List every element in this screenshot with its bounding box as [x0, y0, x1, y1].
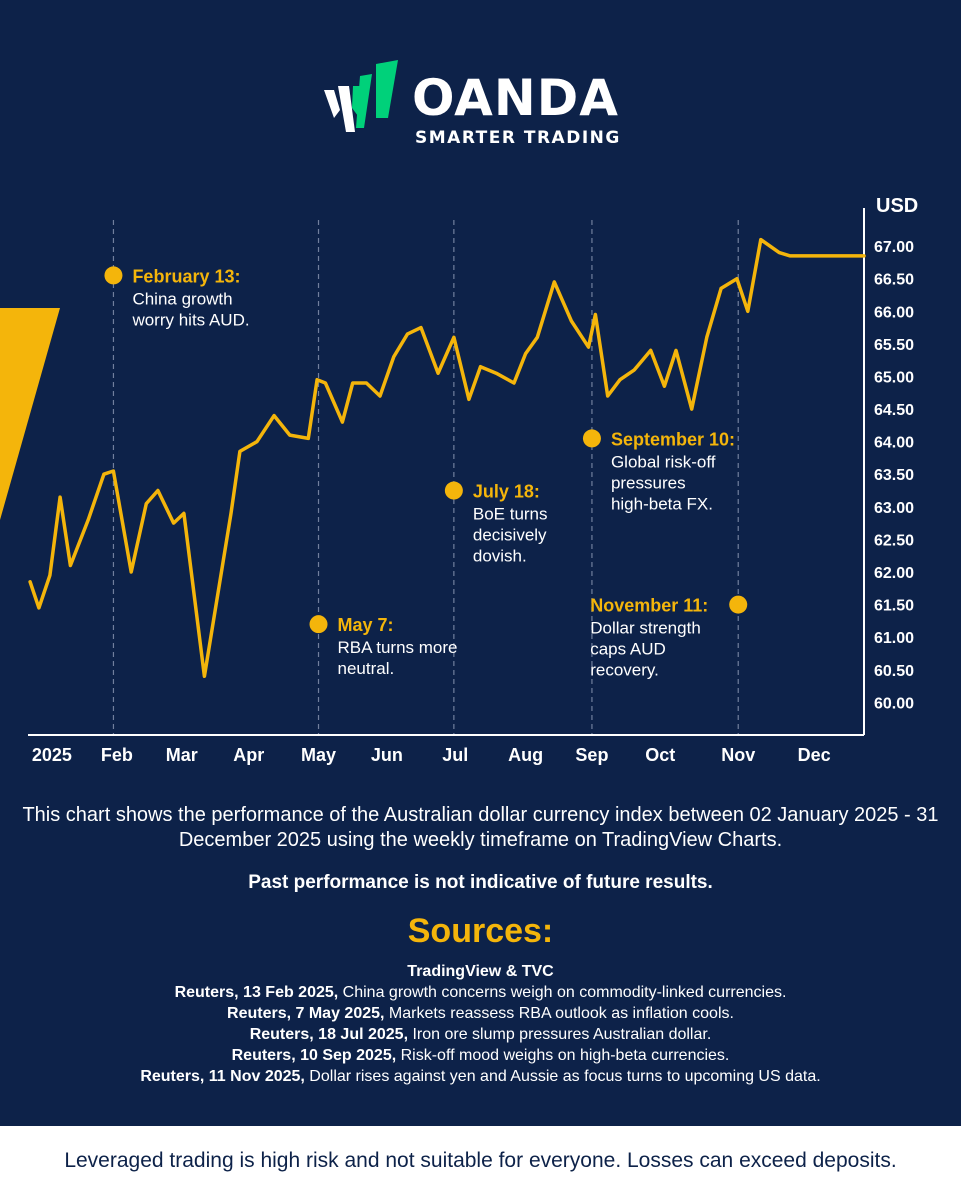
y-tick-label: 64.50: [874, 402, 914, 419]
annotation-date-label: September 10:: [611, 429, 735, 449]
chart-description: This chart shows the performance of the …: [22, 804, 939, 851]
annotation-text: pressures: [611, 473, 686, 492]
y-tick-label: 60.50: [874, 663, 914, 680]
source-text: Markets reassess RBA outlook as inflatio…: [384, 1005, 734, 1022]
source-item: Reuters, 13 Feb 2025, China growth conce…: [20, 982, 941, 1003]
y-axis-ticks: 60.00 60.50 61.00 61.50 62.00 62.50 63.00 63.50…: [874, 239, 914, 712]
y-tick-label: 63.00: [874, 500, 914, 517]
sources-title: Sources:: [407, 912, 554, 950]
source-item: Reuters, 18 Jul 2025, Iron ore slump pre…: [20, 1024, 941, 1045]
annotation-marker: [729, 595, 748, 614]
y-tick-label: 64.00: [874, 435, 914, 452]
oanda-wordmark: OANDA: [412, 69, 619, 127]
annotation-guides: [112, 220, 739, 735]
annotation-text: China growth: [132, 289, 232, 308]
chart-annotations: February 13: China growth worry hits AUD. M…: [104, 266, 748, 680]
oanda-logo: OANDA SMARTER TRADING: [320, 58, 640, 153]
y-tick-label: 61.00: [874, 630, 914, 647]
aud-index-line-chart: USD 60.0060.5061.0061.5062.0062.5063.006…: [0, 195, 918, 765]
x-tick-label: Dec: [798, 745, 831, 765]
source-ref: Reuters, 10 Sep 2025,: [231, 1047, 397, 1064]
annotation-marker: [582, 429, 601, 448]
x-tick-label: May: [301, 745, 336, 765]
y-tick-label: 62.50: [874, 532, 914, 549]
x-tick-label: Jul: [442, 745, 468, 765]
x-tick-label: Feb: [101, 745, 133, 765]
annotation-text: worry hits AUD.: [131, 310, 249, 329]
y-tick-label: 65.50: [874, 337, 914, 354]
annotation-text: dovish.: [473, 547, 527, 566]
source-item: Reuters, 7 May 2025, Markets reassess RB…: [20, 1003, 941, 1024]
x-tick-label: Nov: [721, 745, 755, 765]
y-axis-label: USD: [876, 195, 918, 217]
chart-series: [28, 237, 866, 679]
annotation-text: Dollar strength: [590, 619, 701, 638]
yellow-wedge-shape: [0, 308, 60, 520]
source-text: China growth concerns weigh on commodity…: [338, 984, 787, 1001]
annotation-marker: [309, 615, 328, 634]
source-item: Reuters, 11 Nov 2025, Dollar rises again…: [20, 1066, 941, 1087]
x-tick-label: Sep: [575, 745, 608, 765]
oanda-tagline: SMARTER TRADING: [415, 128, 621, 148]
source-ref: Reuters, 13 Feb 2025,: [174, 984, 339, 1001]
annotation-date-label: February 13:: [132, 266, 240, 286]
x-tick-label: Apr: [233, 745, 264, 765]
annotation-text: Global risk-off: [611, 452, 716, 471]
x-tick-label: Jun: [371, 745, 403, 765]
y-tick-label: 62.00: [874, 565, 914, 582]
source-ref: Reuters, 11 Nov 2025,: [140, 1068, 305, 1085]
annotation-marker: [444, 481, 463, 500]
y-tick-label: 61.50: [874, 598, 914, 615]
annotation-text: RBA turns more: [338, 638, 458, 657]
performance-warning: Past performance is not indicative of fu…: [248, 872, 713, 893]
yellow-accent-shape: [0, 308, 60, 520]
annotation-text: neutral.: [338, 659, 395, 678]
source-ref: Reuters, 7 May 2025,: [227, 1005, 385, 1022]
annotation-date-label: May 7:: [338, 615, 394, 635]
y-tick-label: 66.50: [874, 272, 914, 289]
annotation-text: high-beta FX.: [611, 494, 713, 513]
y-tick-label: 67.00: [874, 239, 914, 256]
x-tick-label: Oct: [645, 745, 675, 765]
x-tick-label: Mar: [166, 745, 198, 765]
source-text: Iron ore slump pressures Australian doll…: [408, 1026, 712, 1043]
y-tick-label: 65.00: [874, 369, 914, 386]
x-tick-label: Aug: [508, 745, 543, 765]
source-text: Risk-off mood weighs on high-beta curren…: [396, 1047, 730, 1064]
annotation-marker: [104, 266, 123, 285]
annotation-date-label: November 11:: [590, 596, 708, 616]
oanda-logo-mark-icon: [324, 60, 398, 132]
y-tick-label: 66.00: [874, 304, 914, 321]
source-ref: Reuters, 18 Jul 2025,: [249, 1026, 409, 1043]
footer-band: [0, 1126, 961, 1200]
annotation-text: recovery.: [590, 661, 659, 680]
annotation-text: decisively: [473, 526, 547, 545]
y-tick-label: 63.50: [874, 467, 914, 484]
chart-axes: USD: [28, 195, 918, 736]
risk-disclaimer: Leveraged trading is high risk and not s…: [64, 1149, 897, 1172]
x-axis-ticks: 2025 Feb Mar Apr May Jun Jul Aug Sep Oct Nov Dec: [32, 745, 831, 765]
source-text: Dollar rises against yen and Aussie as f…: [304, 1068, 821, 1085]
annotation-text: BoE turns: [473, 505, 548, 524]
x-tick-label: 2025: [32, 745, 72, 765]
aud-index-series-line: [28, 237, 866, 679]
sources-header: TradingView & TVC: [407, 963, 554, 980]
sources-list: TradingView & TVC Reuters, 13 Feb 2025, …: [20, 961, 941, 1087]
annotation-text: caps AUD: [590, 640, 666, 659]
source-item: Reuters, 10 Sep 2025, Risk-off mood weig…: [20, 1045, 941, 1066]
annotation-date-label: July 18:: [473, 482, 540, 502]
y-tick-label: 60.00: [874, 695, 914, 712]
